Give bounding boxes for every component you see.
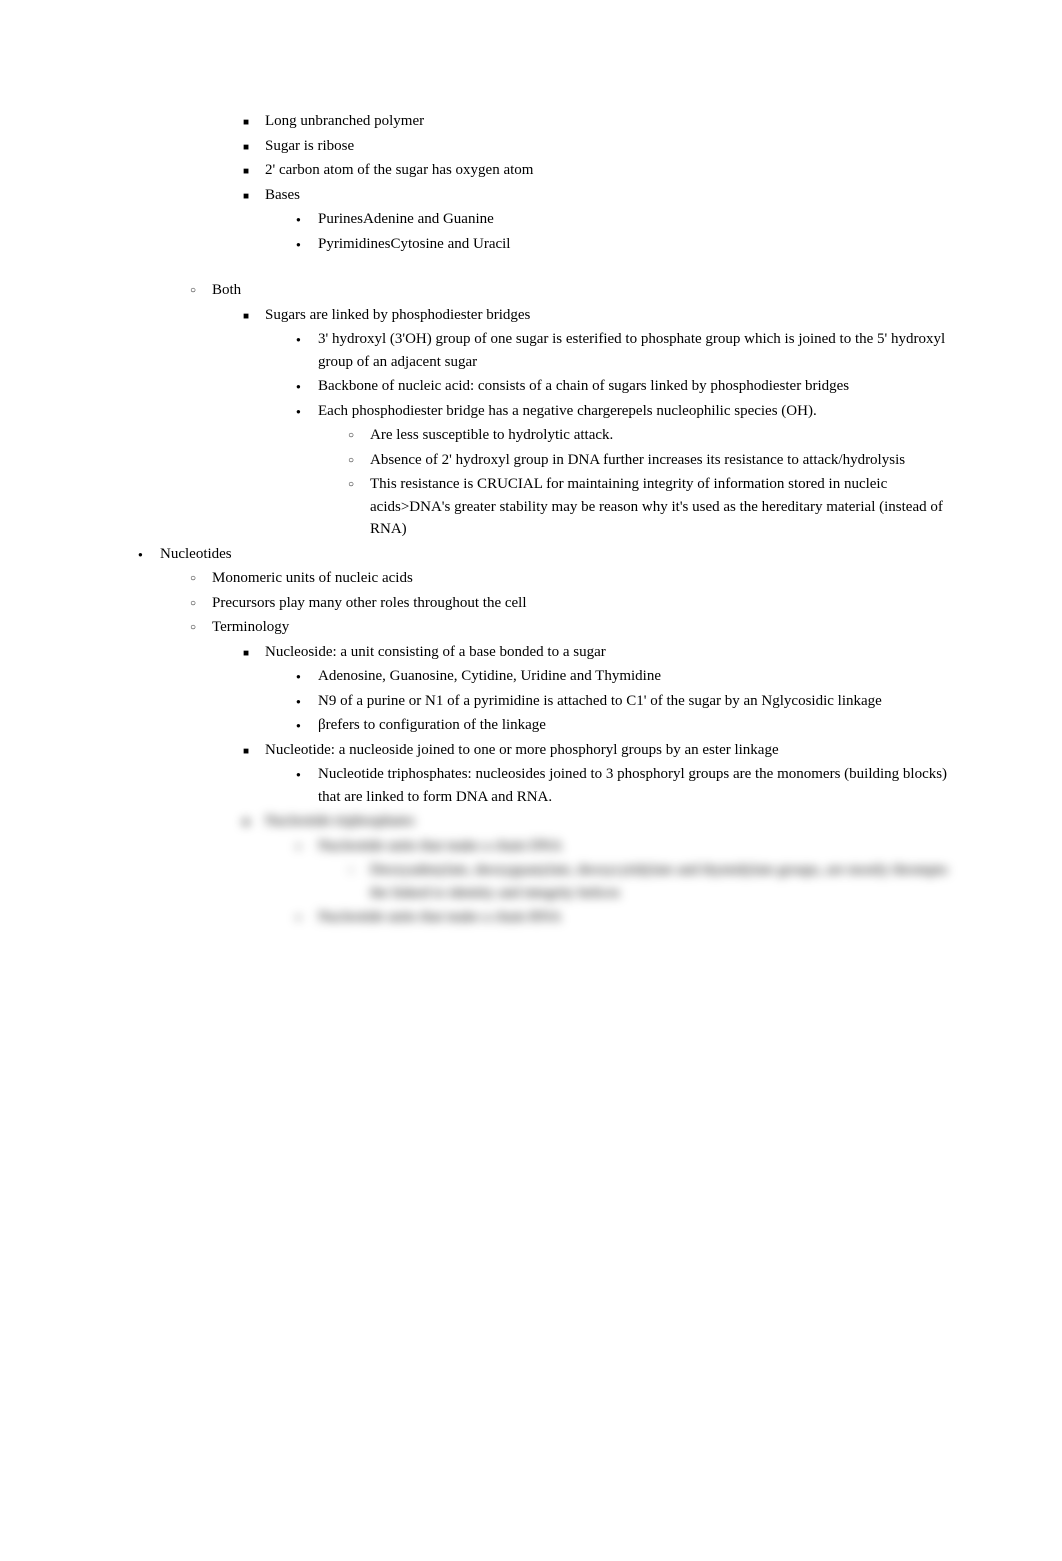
sugars-item: Backbone of nucleic acid: consists of a … [318, 375, 962, 398]
text: 2' carbon atom of the sugar has oxygen a… [265, 162, 533, 178]
both-section: Both Sugars are linked by phosphodiester… [130, 279, 962, 541]
nucleotides-header: Nucleotides [160, 543, 962, 566]
text: Nucleotide units that make a chain DNA [318, 838, 562, 854]
text: Precursors play many other roles through… [212, 595, 527, 611]
text: Nucleotide triphosphates: nucleosides jo… [318, 766, 947, 805]
rna-item: 2' carbon atom of the sugar has oxygen a… [265, 159, 962, 182]
text: Terminology [212, 619, 289, 635]
blurred-subitem: Deoxyadenylate, deoxyguanylate, deoxycyt… [370, 859, 962, 904]
nucleoside-item: Adenosine, Guanosine, Cytidine, Uridine … [318, 665, 962, 688]
rna-item: Bases [265, 184, 962, 207]
sugars-subitem: Are less susceptible to hydrolytic attac… [370, 424, 962, 447]
bases-item: PyrimidinesCytosine and Uracil [318, 233, 962, 256]
nucleotides-section: Nucleotides Monomeric units of nucleic a… [130, 543, 962, 809]
sugars-item: 3' hydroxyl (3'OH) group of one sugar is… [318, 328, 962, 373]
text: 3' hydroxyl (3'OH) group of one sugar is… [318, 331, 945, 370]
text: Nucleotides [160, 546, 232, 562]
sugars-subitem: This resistance is CRUCIAL for maintaini… [370, 473, 962, 541]
blurred-section: Nucleotide triphosphates Nucleotide unit… [130, 810, 962, 929]
both-header: Both [212, 279, 962, 302]
text: Both [212, 282, 241, 298]
text: Each phosphodiester bridge has a negativ… [318, 403, 817, 419]
text: Bases [265, 187, 300, 203]
sugars-item: Each phosphodiester bridge has a negativ… [318, 400, 962, 423]
text: Backbone of nucleic acid: consists of a … [318, 378, 849, 394]
sugars-header: Sugars are linked by phosphodiester brid… [265, 304, 962, 327]
text: Nucleotide units that make a chain RNA [318, 909, 561, 925]
blurred-header: Nucleotide triphosphates [265, 810, 962, 833]
text: Are less susceptible to hydrolytic attac… [370, 427, 613, 443]
text: βrefers to configuration of the linkage [318, 717, 546, 733]
text: Sugar is ribose [265, 138, 354, 154]
text: Nucleoside: a unit consisting of a base … [265, 644, 606, 660]
text: PyrimidinesCytosine and Uracil [318, 236, 510, 252]
text: Deoxyadenylate, deoxyguanylate, deoxycyt… [370, 862, 948, 901]
text: Long unbranched polymer [265, 113, 424, 129]
rna-item: Long unbranched polymer [265, 110, 962, 133]
text: This resistance is CRUCIAL for maintaini… [370, 476, 943, 537]
text: Nucleotide triphosphates [265, 813, 415, 829]
text: N9 of a purine or N1 of a pyrimidine is … [318, 693, 882, 709]
text: Nucleotide: a nucleoside joined to one o… [265, 742, 779, 758]
nucleotides-item: Terminology [212, 616, 962, 639]
text: PurinesAdenine and Guanine [318, 211, 494, 227]
text: Monomeric units of nucleic acids [212, 570, 413, 586]
nucleotide-item: Nucleotide triphosphates: nucleosides jo… [318, 763, 962, 808]
text: Sugars are linked by phosphodiester brid… [265, 307, 530, 323]
text: Adenosine, Guanosine, Cytidine, Uridine … [318, 668, 661, 684]
blurred-item: Nucleotide units that make a chain DNA [318, 835, 962, 858]
document-outline: Long unbranched polymer Sugar is ribose … [130, 110, 962, 255]
nucleoside-item: βrefers to configuration of the linkage [318, 714, 962, 737]
nucleotides-item: Precursors play many other roles through… [212, 592, 962, 615]
nucleotide-header: Nucleotide: a nucleoside joined to one o… [265, 739, 962, 762]
rna-item: Sugar is ribose [265, 135, 962, 158]
text: Absence of 2' hydroxyl group in DNA furt… [370, 452, 905, 468]
nucleoside-item: N9 of a purine or N1 of a pyrimidine is … [318, 690, 962, 713]
bases-item: PurinesAdenine and Guanine [318, 208, 962, 231]
nucleotides-item: Monomeric units of nucleic acids [212, 567, 962, 590]
nucleoside-header: Nucleoside: a unit consisting of a base … [265, 641, 962, 664]
blurred-item: Nucleotide units that make a chain RNA [318, 906, 962, 929]
section-spacer [130, 257, 962, 279]
sugars-subitem: Absence of 2' hydroxyl group in DNA furt… [370, 449, 962, 472]
